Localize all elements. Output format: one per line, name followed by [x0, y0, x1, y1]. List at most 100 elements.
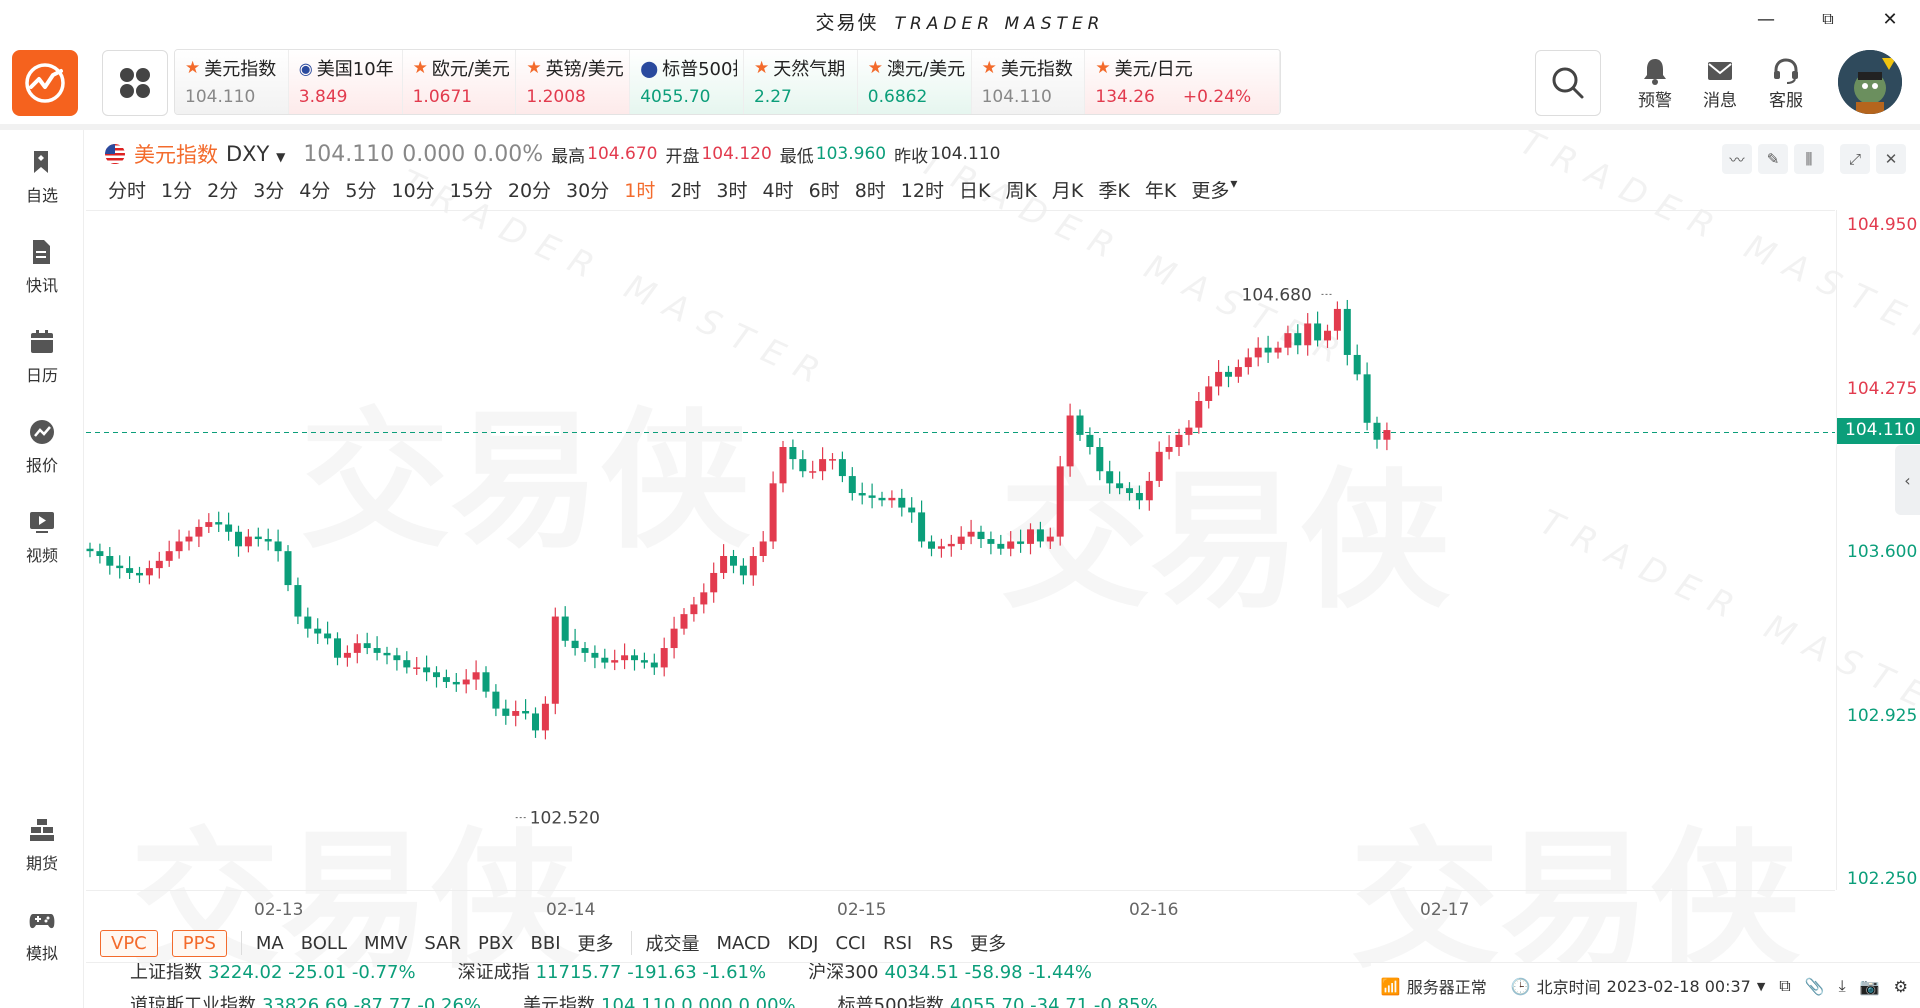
- sub-indicator[interactable]: MACD: [716, 932, 771, 954]
- timeframe-tab[interactable]: 8时: [854, 180, 886, 202]
- timeframe-tab[interactable]: 15分: [449, 180, 493, 202]
- support-button[interactable]: 客服: [1758, 56, 1814, 116]
- main-indicator[interactable]: SAR: [424, 932, 461, 954]
- x-tick-label: 02-17: [1420, 900, 1470, 920]
- candle-body: [1165, 447, 1173, 452]
- sidebar-item[interactable]: 视频: [0, 502, 84, 576]
- alert-button[interactable]: 预警: [1627, 56, 1683, 116]
- messages-button[interactable]: 消息: [1692, 56, 1748, 116]
- sidebar-item[interactable]: 报价: [0, 412, 84, 486]
- minimize-button[interactable]: —: [1736, 4, 1796, 34]
- timeframe-tab[interactable]: 1分: [161, 180, 193, 202]
- candle-body: [710, 572, 718, 593]
- candle-body: [145, 568, 153, 576]
- collapse-panel-button[interactable]: ‹: [1895, 445, 1920, 515]
- quote-value: 4055.70: [640, 87, 711, 107]
- quote-card[interactable]: ★ 美元指数 104.110: [971, 50, 1086, 114]
- timeframe-tab[interactable]: 4分: [299, 180, 331, 202]
- quote-card[interactable]: ★ 英镑/美元 1.2008: [516, 50, 631, 114]
- timeframe-tab[interactable]: 年K: [1144, 180, 1177, 202]
- timeframe-tab[interactable]: 6时: [808, 180, 840, 202]
- chart-type-button[interactable]: ⫼: [1794, 144, 1824, 174]
- close-chart-button[interactable]: ✕: [1876, 144, 1906, 174]
- sidebar-item[interactable]: 期货: [0, 810, 84, 884]
- candle-body: [1284, 333, 1292, 348]
- symbol-name[interactable]: 美元指数: [134, 143, 218, 167]
- high-value: 104.670: [587, 144, 658, 164]
- attachment-icon[interactable]: 📎: [1804, 976, 1825, 996]
- main-indicator[interactable]: BOLL: [300, 932, 347, 954]
- candle-body: [809, 471, 817, 473]
- indicator-tool-button[interactable]: 〰: [1722, 144, 1752, 174]
- float-window-icon[interactable]: ⧉: [1779, 976, 1791, 995]
- timeframe-tab[interactable]: 3时: [716, 180, 748, 202]
- timeframe-tab[interactable]: 2分: [207, 180, 239, 202]
- quote-card[interactable]: ★ 美元指数 104.110: [175, 50, 289, 114]
- settings-icon[interactable]: ⚙: [1893, 976, 1908, 996]
- quote-card[interactable]: ★ 欧元/美元 1.0671: [402, 50, 517, 114]
- timeframe-tab[interactable]: 3分: [253, 180, 285, 202]
- screenshot-icon[interactable]: 📷: [1859, 976, 1880, 996]
- restore-button[interactable]: ⧉: [1798, 4, 1858, 34]
- timeframe-tab[interactable]: 月K: [1051, 180, 1084, 202]
- sub-indicator[interactable]: 成交量: [645, 934, 700, 955]
- app-logo[interactable]: [12, 50, 78, 116]
- symbol-price: 104.110: [303, 141, 395, 167]
- quote-value-row: 104.110: [185, 87, 282, 107]
- sidebar-item[interactable]: 日历: [0, 322, 84, 396]
- candle-body: [670, 628, 678, 649]
- timeframe-tab[interactable]: 1时: [624, 180, 656, 202]
- quote-card[interactable]: ★ 美元/日元 134.26 +0.24%: [1085, 50, 1280, 114]
- indicator-toggle[interactable]: VPC: [100, 929, 158, 957]
- quote-card[interactable]: ★ 天然气期 2.27: [743, 50, 858, 114]
- sidebar-item[interactable]: 自选: [0, 142, 84, 216]
- quote-card[interactable]: ★ 澳元/美元 0.6862: [857, 50, 972, 114]
- app-title: 交易侠 TRADER MASTER: [815, 8, 1104, 35]
- timeframe-tab[interactable]: 季K: [1098, 180, 1130, 202]
- draw-tool-button[interactable]: ✎: [1758, 144, 1788, 174]
- timeframe-tab[interactable]: 10分: [391, 180, 435, 202]
- search-button[interactable]: [1535, 50, 1601, 116]
- timeframe-tab[interactable]: 2时: [670, 180, 702, 202]
- indicator-toggle[interactable]: PPS: [171, 929, 227, 957]
- timeframe-tab[interactable]: 4时: [762, 180, 794, 202]
- candle-body: [383, 652, 391, 656]
- sidebar-item[interactable]: 快讯: [0, 232, 84, 306]
- timeframe-tab[interactable]: 日K: [958, 180, 991, 202]
- sub-indicator[interactable]: RSI: [882, 932, 913, 954]
- quote-card[interactable]: ◉ 美国10年 3.849: [288, 50, 403, 114]
- apps-button[interactable]: [102, 50, 168, 116]
- download-icon[interactable]: ⤓: [1838, 976, 1846, 995]
- quote-name: 美国10年: [316, 59, 394, 80]
- sub-indicator[interactable]: KDJ: [787, 932, 819, 954]
- close-button[interactable]: ✕: [1860, 4, 1920, 34]
- chart-area[interactable]: 104.680 102.520: [86, 210, 1835, 890]
- timeframe-tab[interactable]: 更多: [1191, 180, 1230, 202]
- sub-indicator[interactable]: RS: [929, 932, 954, 954]
- timeframe-tab[interactable]: 20分: [507, 180, 552, 202]
- server-status: 服务器正常: [1406, 978, 1487, 997]
- sub-indicator[interactable]: 更多: [970, 934, 1007, 955]
- timeframe-tab[interactable]: 12时: [900, 180, 944, 202]
- candle-body: [1195, 400, 1203, 428]
- candlestick-chart[interactable]: 104.680 102.520: [86, 211, 1835, 891]
- quote-card[interactable]: ⬤标普500指 4055.70: [630, 50, 744, 114]
- caret-down-icon[interactable]: ▼: [1756, 979, 1766, 993]
- indicator-bar: VPC PPS MA BOLL MMV SAR PBX BBI 更多 成交量 MACD KDJ CCI R…: [100, 928, 1023, 958]
- avatar[interactable]: [1838, 50, 1902, 114]
- timeframe-tab[interactable]: 30分: [566, 180, 610, 202]
- main-indicator[interactable]: BBI: [530, 932, 561, 954]
- timeframe-tab[interactable]: 5分: [345, 180, 377, 202]
- fullscreen-button[interactable]: ⤢: [1840, 144, 1870, 174]
- main-indicator[interactable]: MMV: [364, 932, 408, 954]
- timeframe-tab[interactable]: 周K: [1005, 180, 1037, 202]
- main-indicator[interactable]: 更多: [577, 934, 614, 955]
- title-bar: 交易侠 TRADER MASTER: [0, 0, 1920, 42]
- main-indicator[interactable]: MA: [255, 932, 284, 954]
- sidebar-item[interactable]: 模拟: [0, 900, 84, 974]
- sub-indicator[interactable]: CCI: [835, 932, 866, 954]
- timeframe-tab[interactable]: 分时: [108, 180, 147, 202]
- quote-name: 美元/日元: [1114, 59, 1193, 80]
- main-indicator[interactable]: PBX: [477, 932, 514, 954]
- symbol-code-dropdown[interactable]: DXY ▼: [226, 142, 285, 166]
